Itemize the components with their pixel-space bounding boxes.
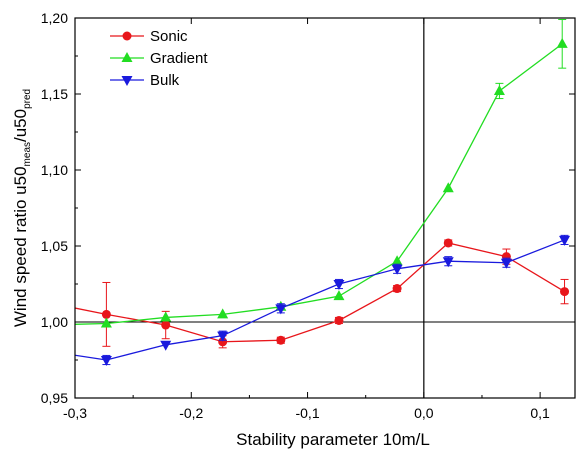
data-point [41,298,50,307]
data-point [333,280,345,290]
x-tick-label: 0,0 [414,405,434,421]
x-tick-label: -0,2 [179,405,203,421]
y-tick-label: 1,05 [41,238,68,254]
legend-marker [122,31,132,41]
series-line-gradient [75,43,563,325]
x-axis-title: Stability parameter 10m/L [236,430,430,449]
data-point [276,335,286,345]
y-tick-label: 1,10 [41,162,68,178]
legend-marker [121,76,133,86]
data-point [443,238,453,248]
y-axis-title-subscript: meas [22,142,33,166]
data-point [275,304,287,315]
legend-label: Gradient [150,50,208,67]
data-point [442,182,454,193]
data-point [442,257,454,268]
legend-label: Bulk [150,72,180,89]
data-point [217,308,229,319]
series-gradient [75,19,568,328]
legend-label: Sonic [150,28,188,45]
y-axis-title: Wind speed ratio u50meas/u50pred [11,89,33,327]
data-point [500,258,512,269]
y-axis-title-subscript: pred [22,89,33,109]
series-bulk [40,234,571,366]
data-point [100,317,112,328]
data-point [100,356,112,366]
data-point [392,284,402,294]
data-point [218,337,228,347]
data-point [560,287,570,297]
legend-marker [121,52,133,62]
data-point [160,340,172,351]
data-point [556,37,568,48]
data-point [40,347,51,357]
legend: Sonic Gradient Bulk [110,28,208,89]
data-point [559,235,571,246]
series-line-sonic [75,242,565,343]
data-point [101,309,111,319]
x-tick-label: 0,1 [530,405,550,421]
data-point [161,320,171,330]
data-point [391,264,403,275]
y-axis-title-part: /u50 [11,109,30,142]
x-tick-label: -0,1 [295,405,319,421]
y-tick-label: 1,15 [41,86,68,102]
data-point [333,290,345,301]
y-axis-title-part: Wind speed ratio u50 [11,166,30,327]
series-sonic [41,238,570,349]
y-tick-label: 1,00 [41,314,68,330]
data-point [493,84,505,95]
plot-frame [74,17,576,399]
data-point [160,311,172,322]
y-tick-label: 0,95 [41,390,68,406]
x-tick-label: -0,3 [63,405,87,421]
series-line-bulk [75,239,565,361]
data-point [217,331,229,342]
y-tick-label: 1,20 [41,10,68,26]
data-point [391,255,403,266]
data-point [334,315,344,325]
